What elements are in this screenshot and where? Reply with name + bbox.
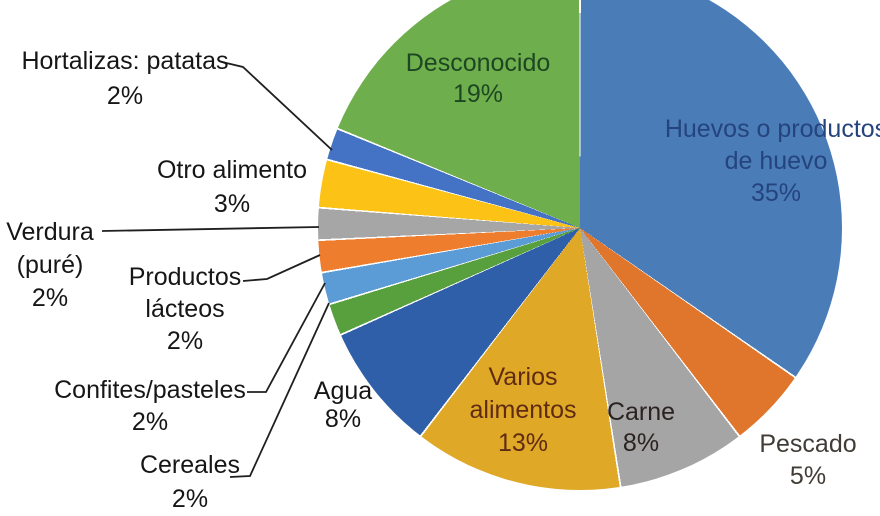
slice-label-text: (puré)	[16, 251, 84, 279]
slice-label-text: de huevo	[724, 147, 828, 175]
slice-label-confites-pasteles: Confites/pasteles 2%	[40, 374, 260, 438]
slice-percent-text: 2%	[106, 82, 144, 110]
slice-label-text: Agua	[313, 377, 373, 405]
slice-label-cereales: Cereales 2%	[80, 448, 300, 516]
slice-percent-text: 35%	[750, 179, 802, 207]
slice-label-text: lácteos	[145, 295, 225, 323]
slice-percent-text: 8%	[324, 405, 362, 433]
slice-label-varios-alimentos: Varios alimentos 13%	[413, 361, 633, 460]
slice-percent-text: 5%	[789, 462, 827, 490]
slice-label-text: Huevos o productos	[664, 115, 880, 143]
leader-line-verdura	[101, 226, 320, 232]
slice-label-verdura: Verdura (puré) 2%	[0, 216, 100, 315]
slice-percent-text: 2%	[166, 327, 204, 355]
slice-percent-text: 19%	[452, 80, 504, 108]
slice-label-productos-lacteos: Productos lácteos 2%	[75, 261, 295, 357]
slice-label-hortalizas: Hortalizas: patatas 2%	[15, 44, 235, 114]
slice-percent-text: 2%	[31, 284, 69, 312]
slice-label-text: Desconocido	[405, 49, 551, 77]
slice-label-desconocido: Desconocido 19%	[368, 48, 588, 110]
pie-chart	[318, 0, 842, 490]
slice-label-agua: Agua 8%	[283, 377, 403, 433]
leader-line-hortalizas	[221, 61, 333, 151]
slice-label-text: Pescado	[759, 430, 857, 458]
slice-label-text: alimentos	[469, 396, 577, 424]
slice-label-text: Hortalizas: patatas	[21, 47, 229, 75]
slice-percent-text: 2%	[171, 485, 209, 513]
slice-label-text: Productos	[128, 263, 242, 291]
slice-label-text: Otro alimento	[156, 156, 308, 184]
slice-label-huevos: Huevos o productos de huevo 35%	[664, 113, 880, 209]
slice-label-pescado: Pescado 5%	[698, 428, 880, 492]
slice-label-text: Carne	[606, 398, 676, 426]
slice-percent-text: 13%	[497, 429, 549, 457]
slice-percent-text: 3%	[213, 190, 251, 218]
slice-label-text: Verdura	[6, 218, 94, 246]
slice-label-otro-alimento: Otro alimento 3%	[122, 153, 342, 221]
slice-label-text: Varios	[488, 363, 558, 391]
slice-label-text: Confites/pasteles	[54, 376, 246, 404]
slice-label-text: Cereales	[139, 451, 241, 479]
slice-percent-text: 8%	[622, 429, 660, 457]
slice-percent-text: 2%	[131, 408, 169, 436]
slice-label-carne: Carne 8%	[581, 397, 701, 459]
